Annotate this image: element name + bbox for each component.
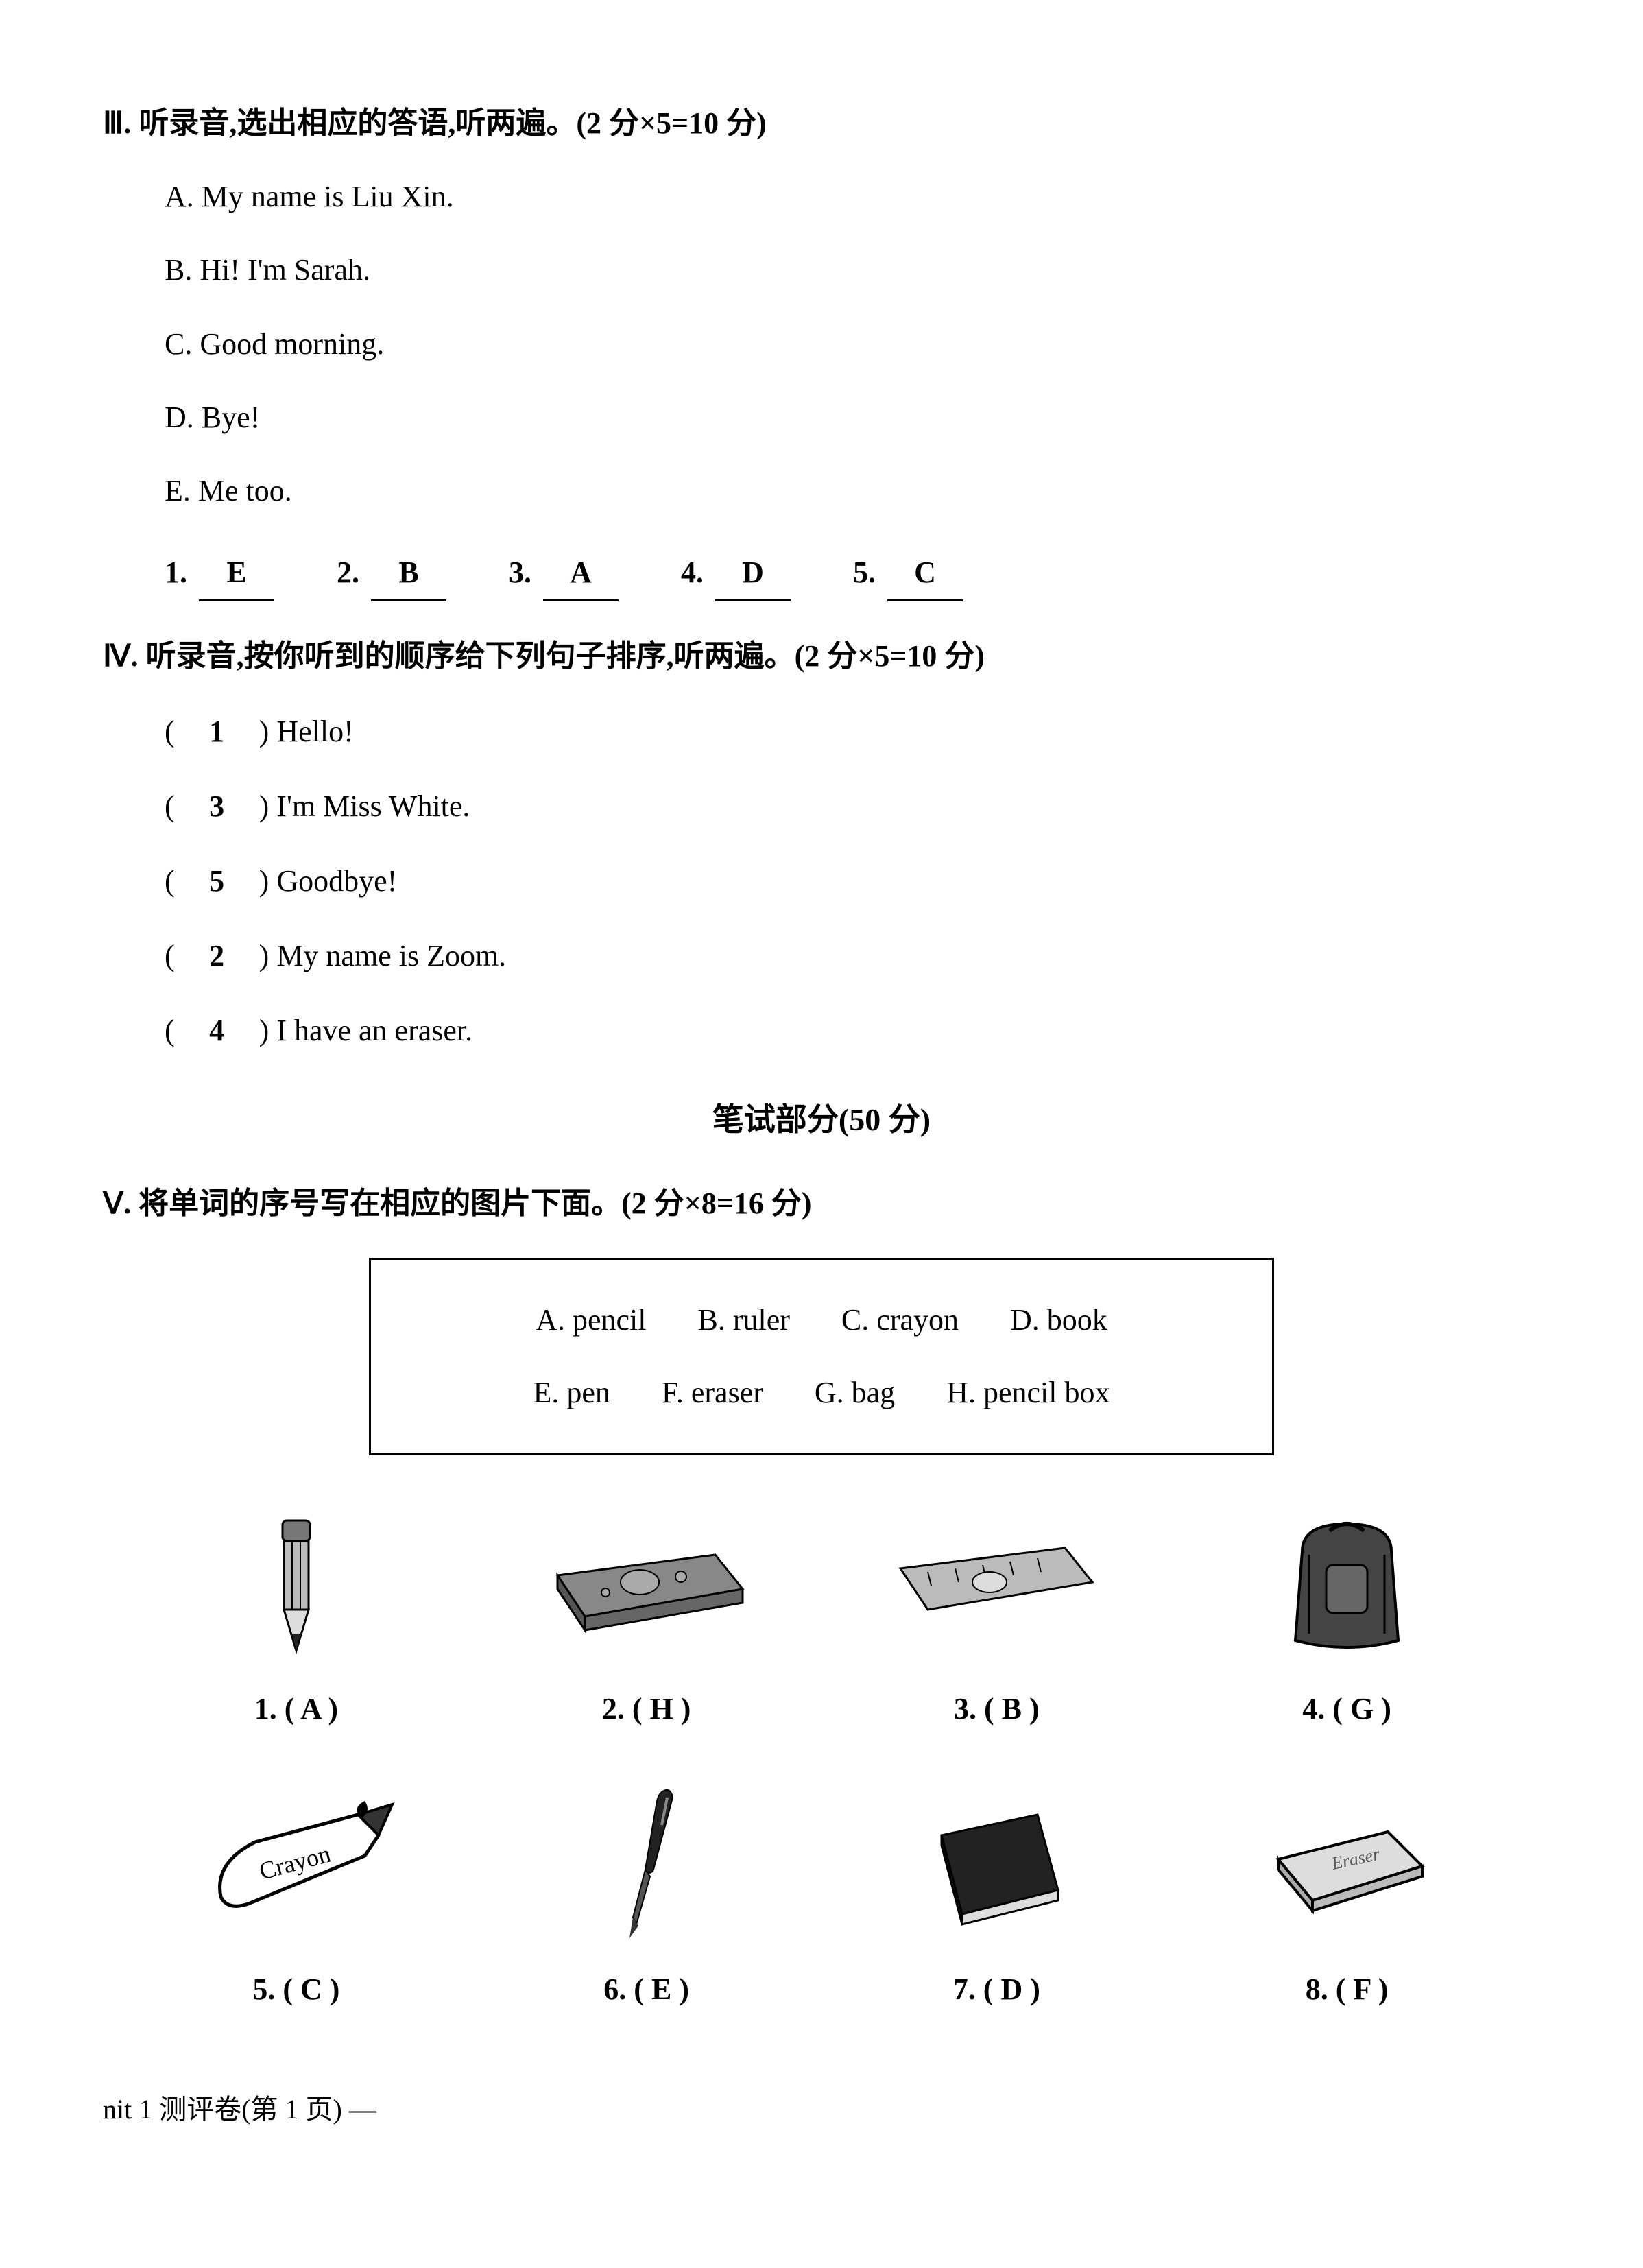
answer-num: 5. xyxy=(853,556,876,589)
answer-item: 5. C xyxy=(853,545,963,601)
pic-answer[interactable]: G xyxy=(1350,1692,1374,1726)
answer-num: 3. xyxy=(509,556,531,589)
word-item: C. crayon xyxy=(841,1284,959,1357)
order-num[interactable]: 5 xyxy=(205,854,229,908)
answer-item: 4. D xyxy=(681,545,791,601)
option-line: C. Good morning. xyxy=(165,317,1540,371)
word-item: D. book xyxy=(1010,1284,1107,1357)
section4-list: ( 1 ) Hello! ( 3 ) I'm Miss White. ( 5 )… xyxy=(103,704,1540,1058)
pic-cell: 3. ( B ) xyxy=(830,1496,1162,1736)
answer-blank[interactable]: E xyxy=(199,545,274,601)
pic-num: 3. xyxy=(954,1692,976,1726)
pic-num: 2. xyxy=(602,1692,625,1726)
pic-answer[interactable]: C xyxy=(300,1972,322,2006)
word-item: F. eraser xyxy=(662,1357,763,1429)
word-item: E. pen xyxy=(533,1357,610,1429)
ruler-icon xyxy=(830,1496,1162,1668)
pic-cell: Crayon 5. ( C ) xyxy=(130,1777,462,2016)
ordered-item: ( 5 ) Goodbye! xyxy=(165,854,1540,908)
crayon-icon: Crayon xyxy=(130,1777,462,1948)
answer-num: 4. xyxy=(681,556,704,589)
ordered-item: ( 3 ) I'm Miss White. xyxy=(165,779,1540,833)
pic-answer[interactable]: H xyxy=(650,1692,673,1726)
pic-cell: Eraser 8. ( F ) xyxy=(1181,1777,1513,2016)
pic-label: 4. ( G ) xyxy=(1181,1682,1513,1736)
ordered-item: ( 4 ) I have an eraser. xyxy=(165,1003,1540,1058)
order-num[interactable]: 2 xyxy=(205,929,229,983)
answer-item: 1. E xyxy=(165,545,274,601)
pic-answer[interactable]: D xyxy=(1000,1972,1022,2006)
answer-blank[interactable]: B xyxy=(371,545,446,601)
answer-blank[interactable]: D xyxy=(715,545,791,601)
pic-answer[interactable]: F xyxy=(1353,1972,1370,2006)
pencil-box-icon xyxy=(481,1496,813,1668)
pic-label: 5. ( C ) xyxy=(130,1962,462,2016)
pic-answer[interactable]: A xyxy=(300,1692,320,1726)
pic-label: 2. ( H ) xyxy=(481,1682,813,1736)
pic-label: 1. ( A ) xyxy=(130,1682,462,1736)
pic-num: 5. xyxy=(252,1972,275,2006)
pic-label: 8. ( F ) xyxy=(1181,1962,1513,2016)
ordered-text: I have an eraser. xyxy=(276,1014,472,1047)
word-item: B. ruler xyxy=(698,1284,790,1357)
ordered-text: Goodbye! xyxy=(276,864,397,898)
pic-label: 6. ( E ) xyxy=(481,1962,813,2016)
word-item: H. pencil box xyxy=(946,1357,1110,1429)
option-line: A. My name is Liu Xin. xyxy=(165,169,1540,224)
pic-cell: 7. ( D ) xyxy=(830,1777,1162,2016)
ordered-item: ( 2 ) My name is Zoom. xyxy=(165,929,1540,983)
word-item: A. pencil xyxy=(536,1284,646,1357)
pic-num: 6. xyxy=(603,1972,626,2006)
pic-num: 7. xyxy=(953,1972,976,2006)
answer-num: 2. xyxy=(337,556,359,589)
pic-cell: 6. ( E ) xyxy=(481,1777,813,2016)
eraser-icon: Eraser xyxy=(1181,1777,1513,1948)
answer-blank[interactable]: A xyxy=(543,545,619,601)
word-item: G. bag xyxy=(815,1357,895,1429)
word-bank-box: A. pencil B. ruler C. crayon D. book E. … xyxy=(369,1258,1274,1455)
pic-answer[interactable]: E xyxy=(651,1972,671,2006)
option-line: B. Hi! I'm Sarah. xyxy=(165,243,1540,297)
book-icon xyxy=(830,1777,1162,1948)
section3-answers: 1. E 2. B 3. A 4. D 5. C xyxy=(103,545,1540,601)
picture-grid: 1. ( A ) 2. ( H ) xyxy=(103,1496,1540,2057)
ordered-item: ( 1 ) Hello! xyxy=(165,704,1540,759)
ordered-text: I'm Miss White. xyxy=(276,789,470,823)
answer-blank[interactable]: C xyxy=(887,545,963,601)
pic-num: 4. xyxy=(1302,1692,1325,1726)
pic-answer[interactable]: B xyxy=(1002,1692,1022,1726)
ordered-text: My name is Zoom. xyxy=(276,939,506,972)
written-part-title: 笔试部分(50 分) xyxy=(103,1092,1540,1149)
option-line: E. Me too. xyxy=(165,464,1540,518)
order-num[interactable]: 4 xyxy=(205,1003,229,1058)
pen-icon xyxy=(481,1777,813,1948)
section5-title: Ⅴ. 将单词的序号写在相应的图片下面。(2 分×8=16 分) xyxy=(103,1176,1540,1230)
pic-cell: 1. ( A ) xyxy=(130,1496,462,1736)
pic-cell: 2. ( H ) xyxy=(481,1496,813,1736)
pic-cell: 4. ( G ) xyxy=(1181,1496,1513,1736)
option-line: D. Bye! xyxy=(165,390,1540,444)
pencil-icon xyxy=(130,1496,462,1668)
answer-item: 2. B xyxy=(337,545,446,601)
pic-label: 7. ( D ) xyxy=(830,1962,1162,2016)
ordered-text: Hello! xyxy=(276,715,353,748)
section4-title: Ⅳ. 听录音,按你听到的顺序给下列句子排序,听两遍。(2 分×5=10 分) xyxy=(103,629,1540,683)
order-num[interactable]: 3 xyxy=(205,779,229,833)
answer-num: 1. xyxy=(165,556,187,589)
answer-item: 3. A xyxy=(509,545,619,601)
bag-icon xyxy=(1181,1496,1513,1668)
pic-num: 1. xyxy=(254,1692,277,1726)
section3-options: A. My name is Liu Xin. B. Hi! I'm Sarah.… xyxy=(103,169,1540,518)
order-num[interactable]: 1 xyxy=(205,704,229,759)
pic-num: 8. xyxy=(1306,1972,1328,2006)
pic-label: 3. ( B ) xyxy=(830,1682,1162,1736)
section3-title: Ⅲ. 听录音,选出相应的答语,听两遍。(2 分×5=10 分) xyxy=(103,96,1540,150)
page-footer: nit 1 测评卷(第 1 页) — xyxy=(103,2085,1540,2134)
